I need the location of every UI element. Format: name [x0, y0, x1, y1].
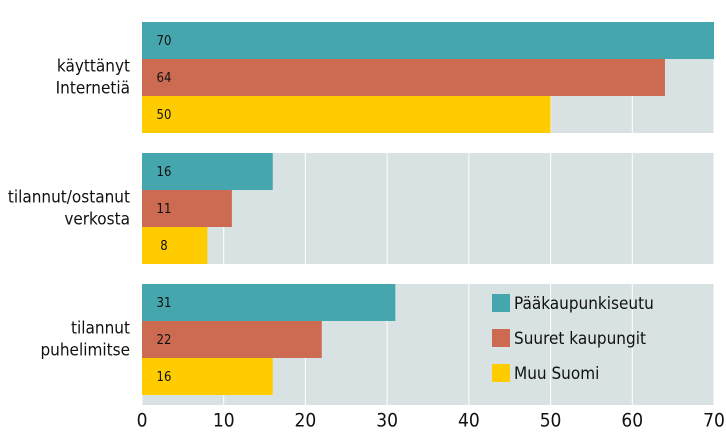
legend-swatch [492, 294, 510, 312]
bar [142, 190, 232, 227]
legend-swatch [492, 329, 510, 347]
value-label: 70 [157, 34, 172, 49]
value-label: 64 [157, 71, 172, 86]
value-label: 16 [157, 165, 172, 180]
x-tick-label: 50 [540, 410, 562, 432]
bar [142, 22, 714, 59]
legend-label: Muu Suomi [514, 364, 599, 384]
y-tick-line: Internetiä [56, 79, 130, 99]
group-separator [142, 264, 714, 284]
value-label: 22 [157, 333, 172, 348]
value-label: 11 [157, 202, 172, 217]
x-tick-label: 60 [621, 410, 643, 432]
x-tick-label: 20 [295, 410, 317, 432]
bar [142, 321, 322, 358]
bar [142, 153, 273, 190]
x-tick-label: 70 [703, 410, 725, 432]
y-tick-label: tilannut/ostanut verkosta [8, 188, 130, 230]
y-tick-label: käyttänyt Internetiä [56, 57, 130, 99]
y-tick-label: tilannut puhelimitse [40, 319, 130, 361]
bar [142, 358, 273, 395]
value-label: 16 [157, 370, 172, 385]
bar [142, 284, 396, 321]
x-tick-label: 30 [376, 410, 398, 432]
value-label: 50 [157, 108, 172, 123]
value-label: 31 [157, 296, 172, 311]
legend-label: Pääkaupunkiseutu [514, 294, 654, 314]
y-tick-line: verkosta [64, 210, 130, 230]
x-tick-label: 40 [458, 410, 480, 432]
bar [142, 59, 665, 96]
group-separator [142, 133, 714, 153]
legend-swatch [492, 364, 510, 382]
y-tick-line: tilannut [71, 319, 130, 339]
y-tick-line: tilannut/ostanut [8, 188, 130, 208]
y-tick-line: puhelimitse [40, 341, 130, 361]
x-tick-label: 0 [137, 410, 148, 432]
bar [142, 96, 551, 133]
y-tick-line: käyttänyt [57, 57, 130, 77]
bar [142, 227, 208, 264]
value-label: 8 [160, 239, 167, 254]
x-tick-label: 10 [213, 410, 235, 432]
legend-label: Suuret kaupungit [514, 329, 646, 349]
